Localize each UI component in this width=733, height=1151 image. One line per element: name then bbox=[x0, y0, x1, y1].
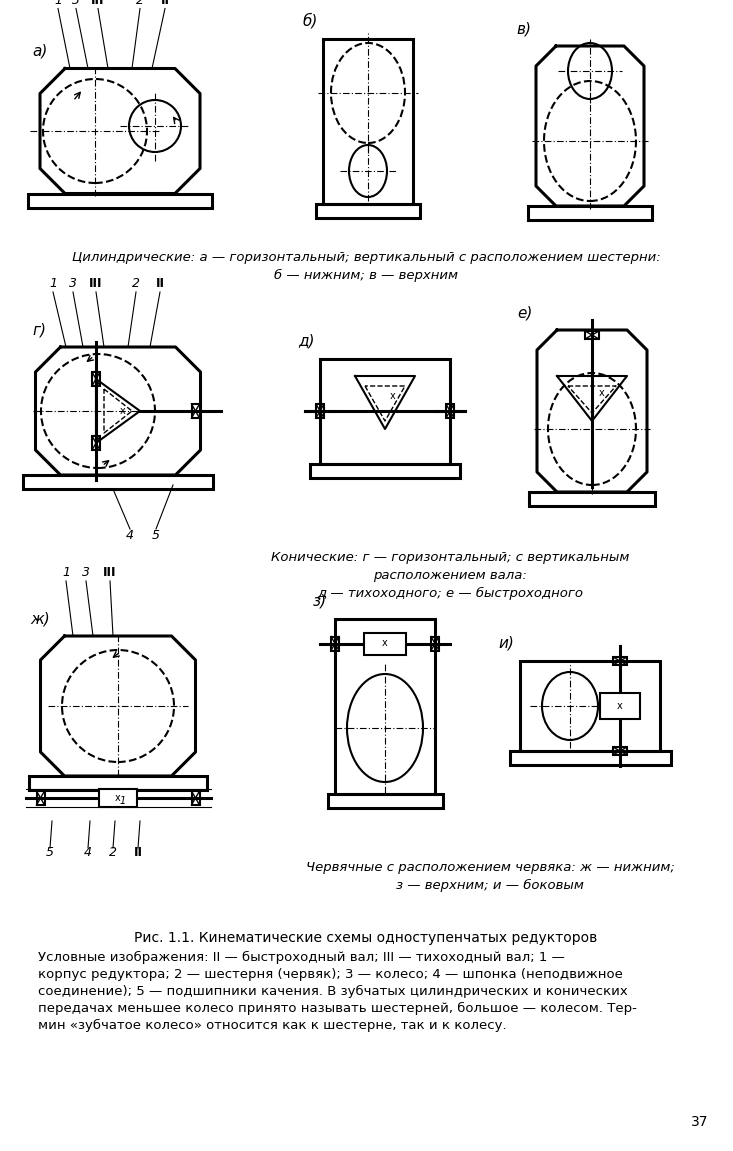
Bar bbox=[99, 788, 137, 807]
Text: е): е) bbox=[517, 305, 532, 320]
Text: 1: 1 bbox=[54, 0, 62, 7]
Bar bbox=[528, 206, 652, 220]
Bar bbox=[613, 747, 627, 755]
Text: ж): ж) bbox=[30, 611, 50, 626]
Text: III: III bbox=[89, 277, 103, 290]
Text: передачах меньшее колесо принято называть шестерней, большое — колесом. Тер-: передачах меньшее колесо принято называт… bbox=[38, 1003, 637, 1015]
Bar bbox=[37, 791, 45, 805]
Bar bbox=[328, 793, 443, 808]
Text: x: x bbox=[120, 406, 126, 416]
Text: Конические: г — горизонтальный; с вертикальным: Конические: г — горизонтальный; с вертик… bbox=[270, 551, 629, 564]
Text: II: II bbox=[133, 846, 142, 859]
Text: x: x bbox=[390, 391, 396, 401]
Bar bbox=[600, 693, 640, 719]
Text: x: x bbox=[599, 388, 605, 398]
Text: 1: 1 bbox=[62, 566, 70, 579]
Text: 5: 5 bbox=[46, 846, 54, 859]
Bar bbox=[509, 750, 671, 765]
Bar bbox=[191, 404, 199, 418]
Bar bbox=[528, 491, 655, 506]
Text: 1: 1 bbox=[49, 277, 57, 290]
Bar bbox=[316, 404, 324, 418]
Text: 2: 2 bbox=[109, 846, 117, 859]
Bar bbox=[431, 637, 439, 650]
Text: б): б) bbox=[303, 13, 318, 29]
Text: а): а) bbox=[32, 44, 48, 59]
Text: 5: 5 bbox=[152, 529, 160, 542]
Bar bbox=[92, 436, 100, 450]
Bar bbox=[520, 661, 660, 750]
Text: x: x bbox=[382, 639, 388, 648]
Bar bbox=[29, 776, 207, 790]
Text: III: III bbox=[103, 566, 117, 579]
Text: Условные изображения: II — быстроходный вал; III — тихоходный вал; 1 —: Условные изображения: II — быстроходный … bbox=[38, 951, 565, 965]
Bar bbox=[316, 204, 420, 218]
Text: б — нижним; в — верхним: б — нижним; в — верхним bbox=[274, 269, 458, 282]
Text: 1: 1 bbox=[120, 796, 126, 806]
Text: Рис. 1.1. Кинематические схемы одноступенчатых редукторов: Рис. 1.1. Кинематические схемы одноступе… bbox=[134, 931, 597, 945]
Bar bbox=[446, 404, 454, 418]
Text: Червячные с расположением червяка: ж — нижним;: Червячные с расположением червяка: ж — н… bbox=[306, 861, 674, 874]
Text: г): г) bbox=[32, 322, 46, 337]
Bar bbox=[323, 38, 413, 204]
Text: д — тихоходного; е — быстроходного: д — тихоходного; е — быстроходного bbox=[317, 587, 583, 600]
Bar bbox=[23, 475, 213, 489]
Bar bbox=[92, 372, 100, 386]
Text: з): з) bbox=[313, 594, 327, 609]
Text: 4: 4 bbox=[126, 529, 134, 542]
Text: 3: 3 bbox=[69, 277, 77, 290]
Text: 37: 37 bbox=[691, 1115, 709, 1129]
Text: и): и) bbox=[498, 637, 514, 651]
Text: 2: 2 bbox=[136, 0, 144, 7]
Text: з — верхним; и — боковым: з — верхним; и — боковым bbox=[396, 879, 584, 892]
Text: корпус редуктора; 2 — шестерня (червяк); 3 — колесо; 4 — шпонка (неподвижное: корпус редуктора; 2 — шестерня (червяк);… bbox=[38, 968, 623, 981]
Bar bbox=[191, 791, 199, 805]
Text: 2: 2 bbox=[132, 277, 140, 290]
Text: x: x bbox=[115, 793, 121, 803]
Bar bbox=[331, 637, 339, 650]
Text: соединение); 5 — подшипники качения. В зубчатых цилиндрических и конических: соединение); 5 — подшипники качения. В з… bbox=[38, 985, 627, 998]
Bar bbox=[28, 193, 212, 207]
Text: 3: 3 bbox=[82, 566, 90, 579]
Text: II: II bbox=[161, 0, 169, 7]
Text: 4: 4 bbox=[84, 846, 92, 859]
Text: x: x bbox=[617, 701, 623, 711]
Text: III: III bbox=[91, 0, 105, 7]
Text: 3: 3 bbox=[72, 0, 80, 7]
Bar bbox=[585, 331, 599, 340]
Text: Цилиндрические: а — горизонтальный; вертикальный с расположением шестерни:: Цилиндрические: а — горизонтальный; верт… bbox=[72, 251, 660, 264]
Bar bbox=[613, 657, 627, 665]
Bar bbox=[320, 358, 450, 464]
Bar bbox=[310, 464, 460, 478]
Text: д): д) bbox=[298, 334, 314, 349]
Bar bbox=[364, 633, 406, 655]
Text: мин «зубчатое колесо» относится как к шестерне, так и к колесу.: мин «зубчатое колесо» относится как к ше… bbox=[38, 1019, 507, 1032]
Text: II: II bbox=[155, 277, 164, 290]
Bar bbox=[335, 618, 435, 793]
Text: расположением вала:: расположением вала: bbox=[373, 569, 527, 582]
Text: в): в) bbox=[516, 21, 531, 36]
